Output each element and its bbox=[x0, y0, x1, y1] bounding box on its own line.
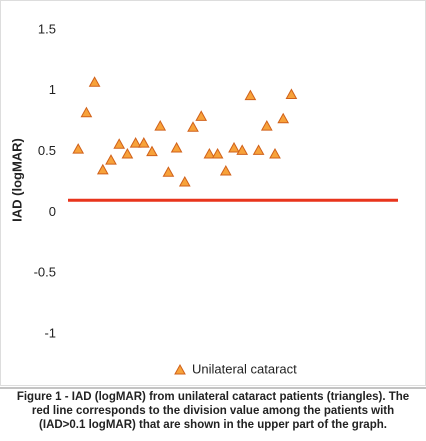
point bbox=[137, 137, 150, 148]
point bbox=[252, 144, 265, 155]
point bbox=[195, 110, 208, 121]
point bbox=[187, 121, 199, 132]
y-tick-label: 1 bbox=[49, 82, 56, 97]
point bbox=[269, 148, 281, 159]
y-tick-label: -1 bbox=[44, 325, 56, 340]
y-tick-label: -0.5 bbox=[34, 265, 56, 280]
point bbox=[72, 143, 85, 154]
y-tick-label: 0.5 bbox=[38, 143, 56, 158]
point bbox=[146, 145, 158, 157]
point bbox=[211, 148, 224, 159]
point bbox=[96, 163, 109, 175]
point bbox=[88, 76, 101, 87]
point bbox=[162, 166, 175, 177]
point bbox=[236, 144, 249, 155]
point bbox=[105, 154, 117, 165]
y-tick-label: 1.5 bbox=[38, 21, 56, 36]
point bbox=[129, 137, 142, 148]
point bbox=[80, 106, 93, 118]
point bbox=[121, 148, 134, 159]
point bbox=[285, 88, 298, 99]
caption: red line corresponds to the division val… bbox=[32, 405, 394, 417]
point bbox=[170, 141, 183, 153]
point bbox=[277, 112, 290, 124]
point bbox=[260, 120, 273, 131]
point bbox=[228, 141, 240, 153]
y-axis-label: IAD (logMAR) bbox=[9, 138, 24, 222]
y-tick-label: 0 bbox=[49, 204, 56, 219]
legend-marker bbox=[174, 363, 186, 375]
point bbox=[178, 175, 191, 187]
caption: Figure 1 - IAD (logMAR) from unilateral … bbox=[17, 391, 409, 403]
point bbox=[203, 148, 216, 159]
legend-label: Unilateral cataract bbox=[192, 361, 297, 376]
point bbox=[154, 120, 167, 131]
point bbox=[219, 165, 232, 176]
frame bbox=[0, 0, 426, 386]
point bbox=[113, 138, 126, 149]
caption: (IAD>0.1 logMAR) that are shown in the u… bbox=[39, 419, 387, 431]
point bbox=[244, 89, 257, 101]
